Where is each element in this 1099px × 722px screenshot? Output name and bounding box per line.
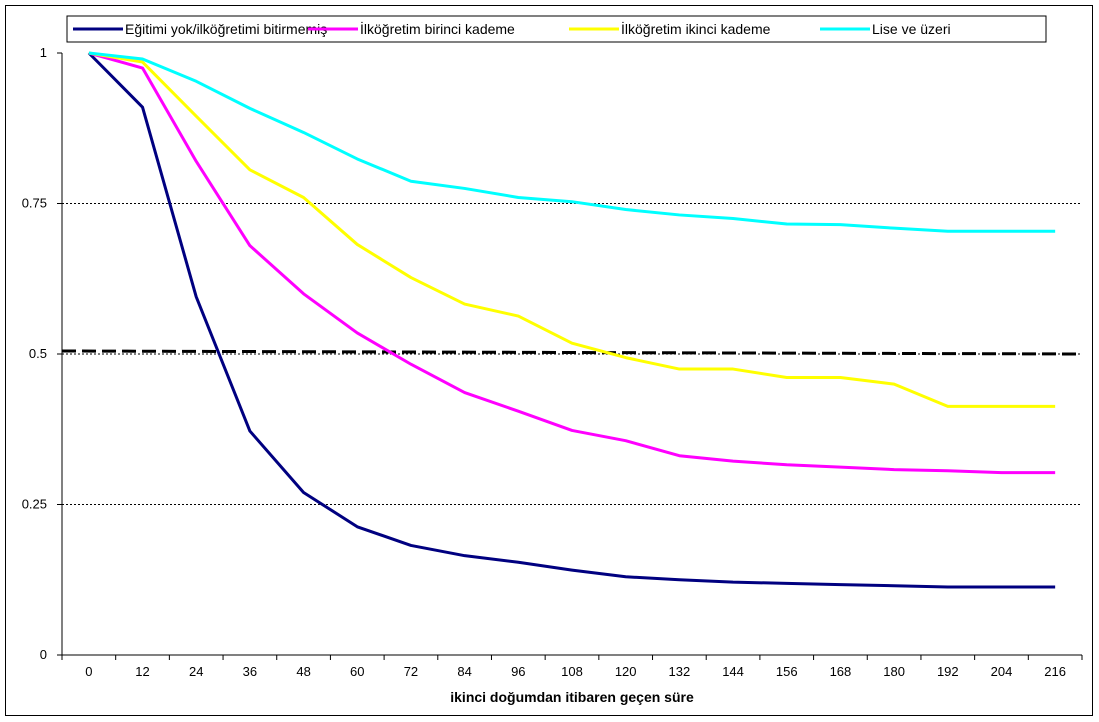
tick-labels: 0 0.25 0.5 0.75 1 0 12 24 36 48 60 72 84 96 108 120 132 1… [22, 45, 1066, 679]
legend-label: Eğitimi yok/ilköğretimi bitirmemiş [125, 21, 327, 37]
x-tick-label: 36 [243, 664, 257, 679]
x-tick-label: 108 [561, 664, 583, 679]
series-line [88, 51, 1056, 475]
y-tick-label: 0.75 [22, 196, 47, 211]
chart-area: 0 0.25 0.5 0.75 1 0 12 24 36 48 60 72 84 96 108 120 132 1… [22, 15, 1083, 705]
series-line [87, 51, 1056, 589]
series-line [88, 51, 1056, 408]
y-tick-label: 0.25 [22, 497, 47, 512]
legend-box [66, 15, 1047, 43]
y-tick-label: 1 [40, 45, 47, 60]
x-tick-label: 60 [350, 664, 364, 679]
reference-line-group [61, 349, 1083, 356]
x-tick-label: 120 [615, 664, 637, 679]
x-tick-label: 168 [830, 664, 852, 679]
series-lines [87, 51, 1056, 589]
x-tick-label: 156 [776, 664, 798, 679]
x-tick-label: 144 [722, 664, 744, 679]
x-tick-label: 0 [85, 664, 92, 679]
legend-label: İlköğretim birinci kademe [360, 20, 515, 37]
x-tick-label: 48 [296, 664, 310, 679]
x-tick-label: 216 [1044, 664, 1066, 679]
legend: Eğitimi yok/ilköğretimi bitirmemiş İlköğr… [66, 15, 1047, 43]
x-tick-label: 180 [883, 664, 905, 679]
legend-label: Lise ve üzeri [872, 21, 951, 37]
x-tick-label: 192 [937, 664, 959, 679]
x-tick-label: 72 [404, 664, 418, 679]
x-tick-label: 24 [189, 664, 203, 679]
x-axis-label: ikinci doğumdan itibaren geçen süre [450, 689, 694, 705]
y-tick-label: 0 [40, 647, 47, 662]
x-tick-label: 84 [457, 664, 471, 679]
x-tick-label: 96 [511, 664, 525, 679]
series-line [88, 51, 1056, 233]
legend-label: İlköğretim ikinci kademe [621, 20, 771, 37]
x-tick-label: 12 [135, 664, 149, 679]
x-tick-label: 132 [669, 664, 691, 679]
chart-frame: 0 0.25 0.5 0.75 1 0 12 24 36 48 60 72 84 96 108 120 132 1… [5, 5, 1093, 716]
y-tick-label: 0.5 [29, 346, 47, 361]
reference-line [61, 349, 1083, 356]
axes [57, 52, 1083, 660]
x-tick-label: 204 [991, 664, 1013, 679]
